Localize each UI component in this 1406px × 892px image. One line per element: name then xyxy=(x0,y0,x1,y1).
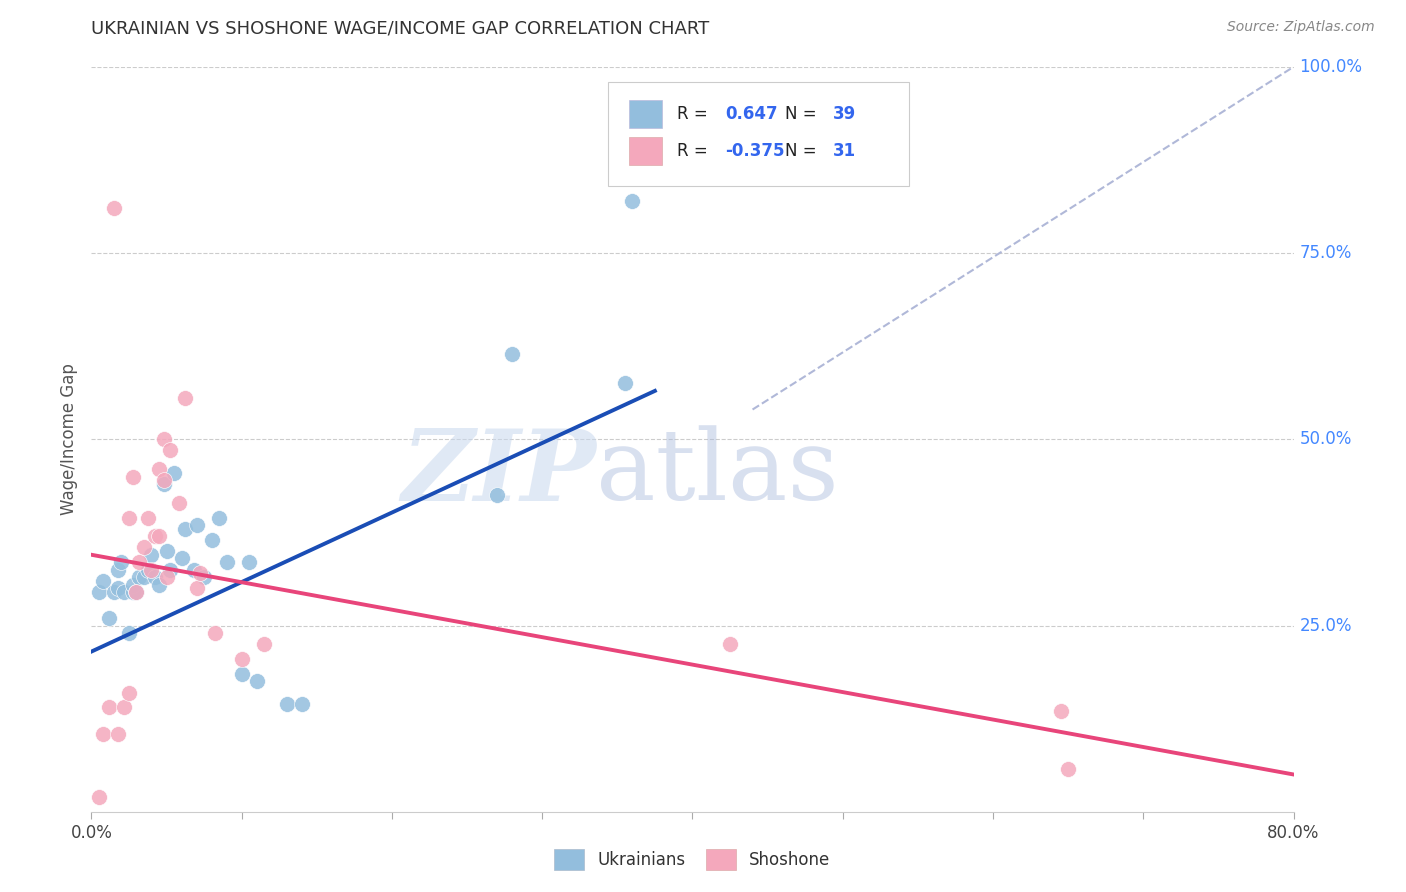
Point xyxy=(1057,762,1080,776)
Point xyxy=(188,566,211,581)
Point xyxy=(103,202,125,216)
Point xyxy=(173,392,195,406)
Point xyxy=(138,510,160,524)
Point xyxy=(155,544,177,558)
Point xyxy=(152,477,174,491)
Point xyxy=(718,637,741,651)
Text: 100.0%: 100.0% xyxy=(1299,58,1362,76)
Point xyxy=(107,563,129,577)
Point xyxy=(276,697,298,711)
Text: ZIP: ZIP xyxy=(401,425,596,521)
Text: UKRAINIAN VS SHOSHONE WAGE/INCOME GAP CORRELATION CHART: UKRAINIAN VS SHOSHONE WAGE/INCOME GAP CO… xyxy=(91,20,710,37)
Text: atlas: atlas xyxy=(596,425,839,521)
Point xyxy=(167,495,190,509)
Point xyxy=(87,789,110,804)
Point xyxy=(128,555,150,569)
Point xyxy=(148,529,170,543)
Point xyxy=(238,555,260,569)
Point xyxy=(125,585,148,599)
Point xyxy=(186,518,208,533)
Text: Source: ZipAtlas.com: Source: ZipAtlas.com xyxy=(1227,20,1375,34)
Point xyxy=(143,529,166,543)
Point xyxy=(159,563,181,577)
Point xyxy=(193,570,215,584)
Point xyxy=(1049,704,1071,718)
Text: 25.0%: 25.0% xyxy=(1299,616,1353,634)
Text: R =: R = xyxy=(676,142,713,160)
Point xyxy=(148,577,170,591)
Point xyxy=(486,488,509,502)
Point xyxy=(183,563,205,577)
Text: 75.0%: 75.0% xyxy=(1299,244,1353,262)
Point xyxy=(231,652,253,666)
Text: 39: 39 xyxy=(834,105,856,123)
Point xyxy=(152,473,174,487)
Text: N =: N = xyxy=(785,105,823,123)
Point xyxy=(208,510,231,524)
Point xyxy=(148,462,170,476)
Point xyxy=(163,466,186,480)
Point xyxy=(155,570,177,584)
Point xyxy=(253,637,276,651)
Point xyxy=(103,585,125,599)
Point xyxy=(141,563,163,577)
FancyBboxPatch shape xyxy=(628,100,662,128)
Point xyxy=(501,346,523,360)
Legend: Ukrainians, Shoshone: Ukrainians, Shoshone xyxy=(546,841,839,878)
Y-axis label: Wage/Income Gap: Wage/Income Gap xyxy=(59,363,77,516)
Point xyxy=(170,551,193,566)
Point xyxy=(613,376,636,391)
FancyBboxPatch shape xyxy=(609,82,908,186)
Point xyxy=(186,582,208,596)
Text: N =: N = xyxy=(785,142,823,160)
Point xyxy=(132,570,155,584)
Point xyxy=(122,585,145,599)
Point xyxy=(152,433,174,447)
Point xyxy=(143,570,166,584)
Point xyxy=(201,533,224,547)
Point xyxy=(621,194,644,208)
FancyBboxPatch shape xyxy=(628,136,662,165)
Point xyxy=(122,577,145,591)
Point xyxy=(93,574,115,588)
Text: 50.0%: 50.0% xyxy=(1299,430,1353,449)
Point xyxy=(107,582,129,596)
Point xyxy=(118,510,141,524)
Point xyxy=(118,685,141,699)
Point xyxy=(110,555,132,569)
Point xyxy=(122,469,145,483)
Point xyxy=(114,700,136,714)
Point xyxy=(118,626,141,640)
Point xyxy=(173,522,195,536)
Point xyxy=(138,563,160,577)
Text: 31: 31 xyxy=(834,142,856,160)
Text: -0.375: -0.375 xyxy=(725,142,785,160)
Point xyxy=(125,585,148,599)
Point xyxy=(246,674,269,689)
Point xyxy=(141,548,163,562)
Point xyxy=(204,626,226,640)
Point xyxy=(87,585,110,599)
Point xyxy=(107,726,129,740)
Text: 0.647: 0.647 xyxy=(725,105,778,123)
Point xyxy=(231,667,253,681)
Point xyxy=(114,585,136,599)
Point xyxy=(93,726,115,740)
Point xyxy=(215,555,238,569)
Point xyxy=(291,697,314,711)
Point xyxy=(98,700,121,714)
Text: R =: R = xyxy=(676,105,713,123)
Point xyxy=(128,570,150,584)
Point xyxy=(159,443,181,458)
Point xyxy=(132,541,155,555)
Point xyxy=(98,611,121,625)
